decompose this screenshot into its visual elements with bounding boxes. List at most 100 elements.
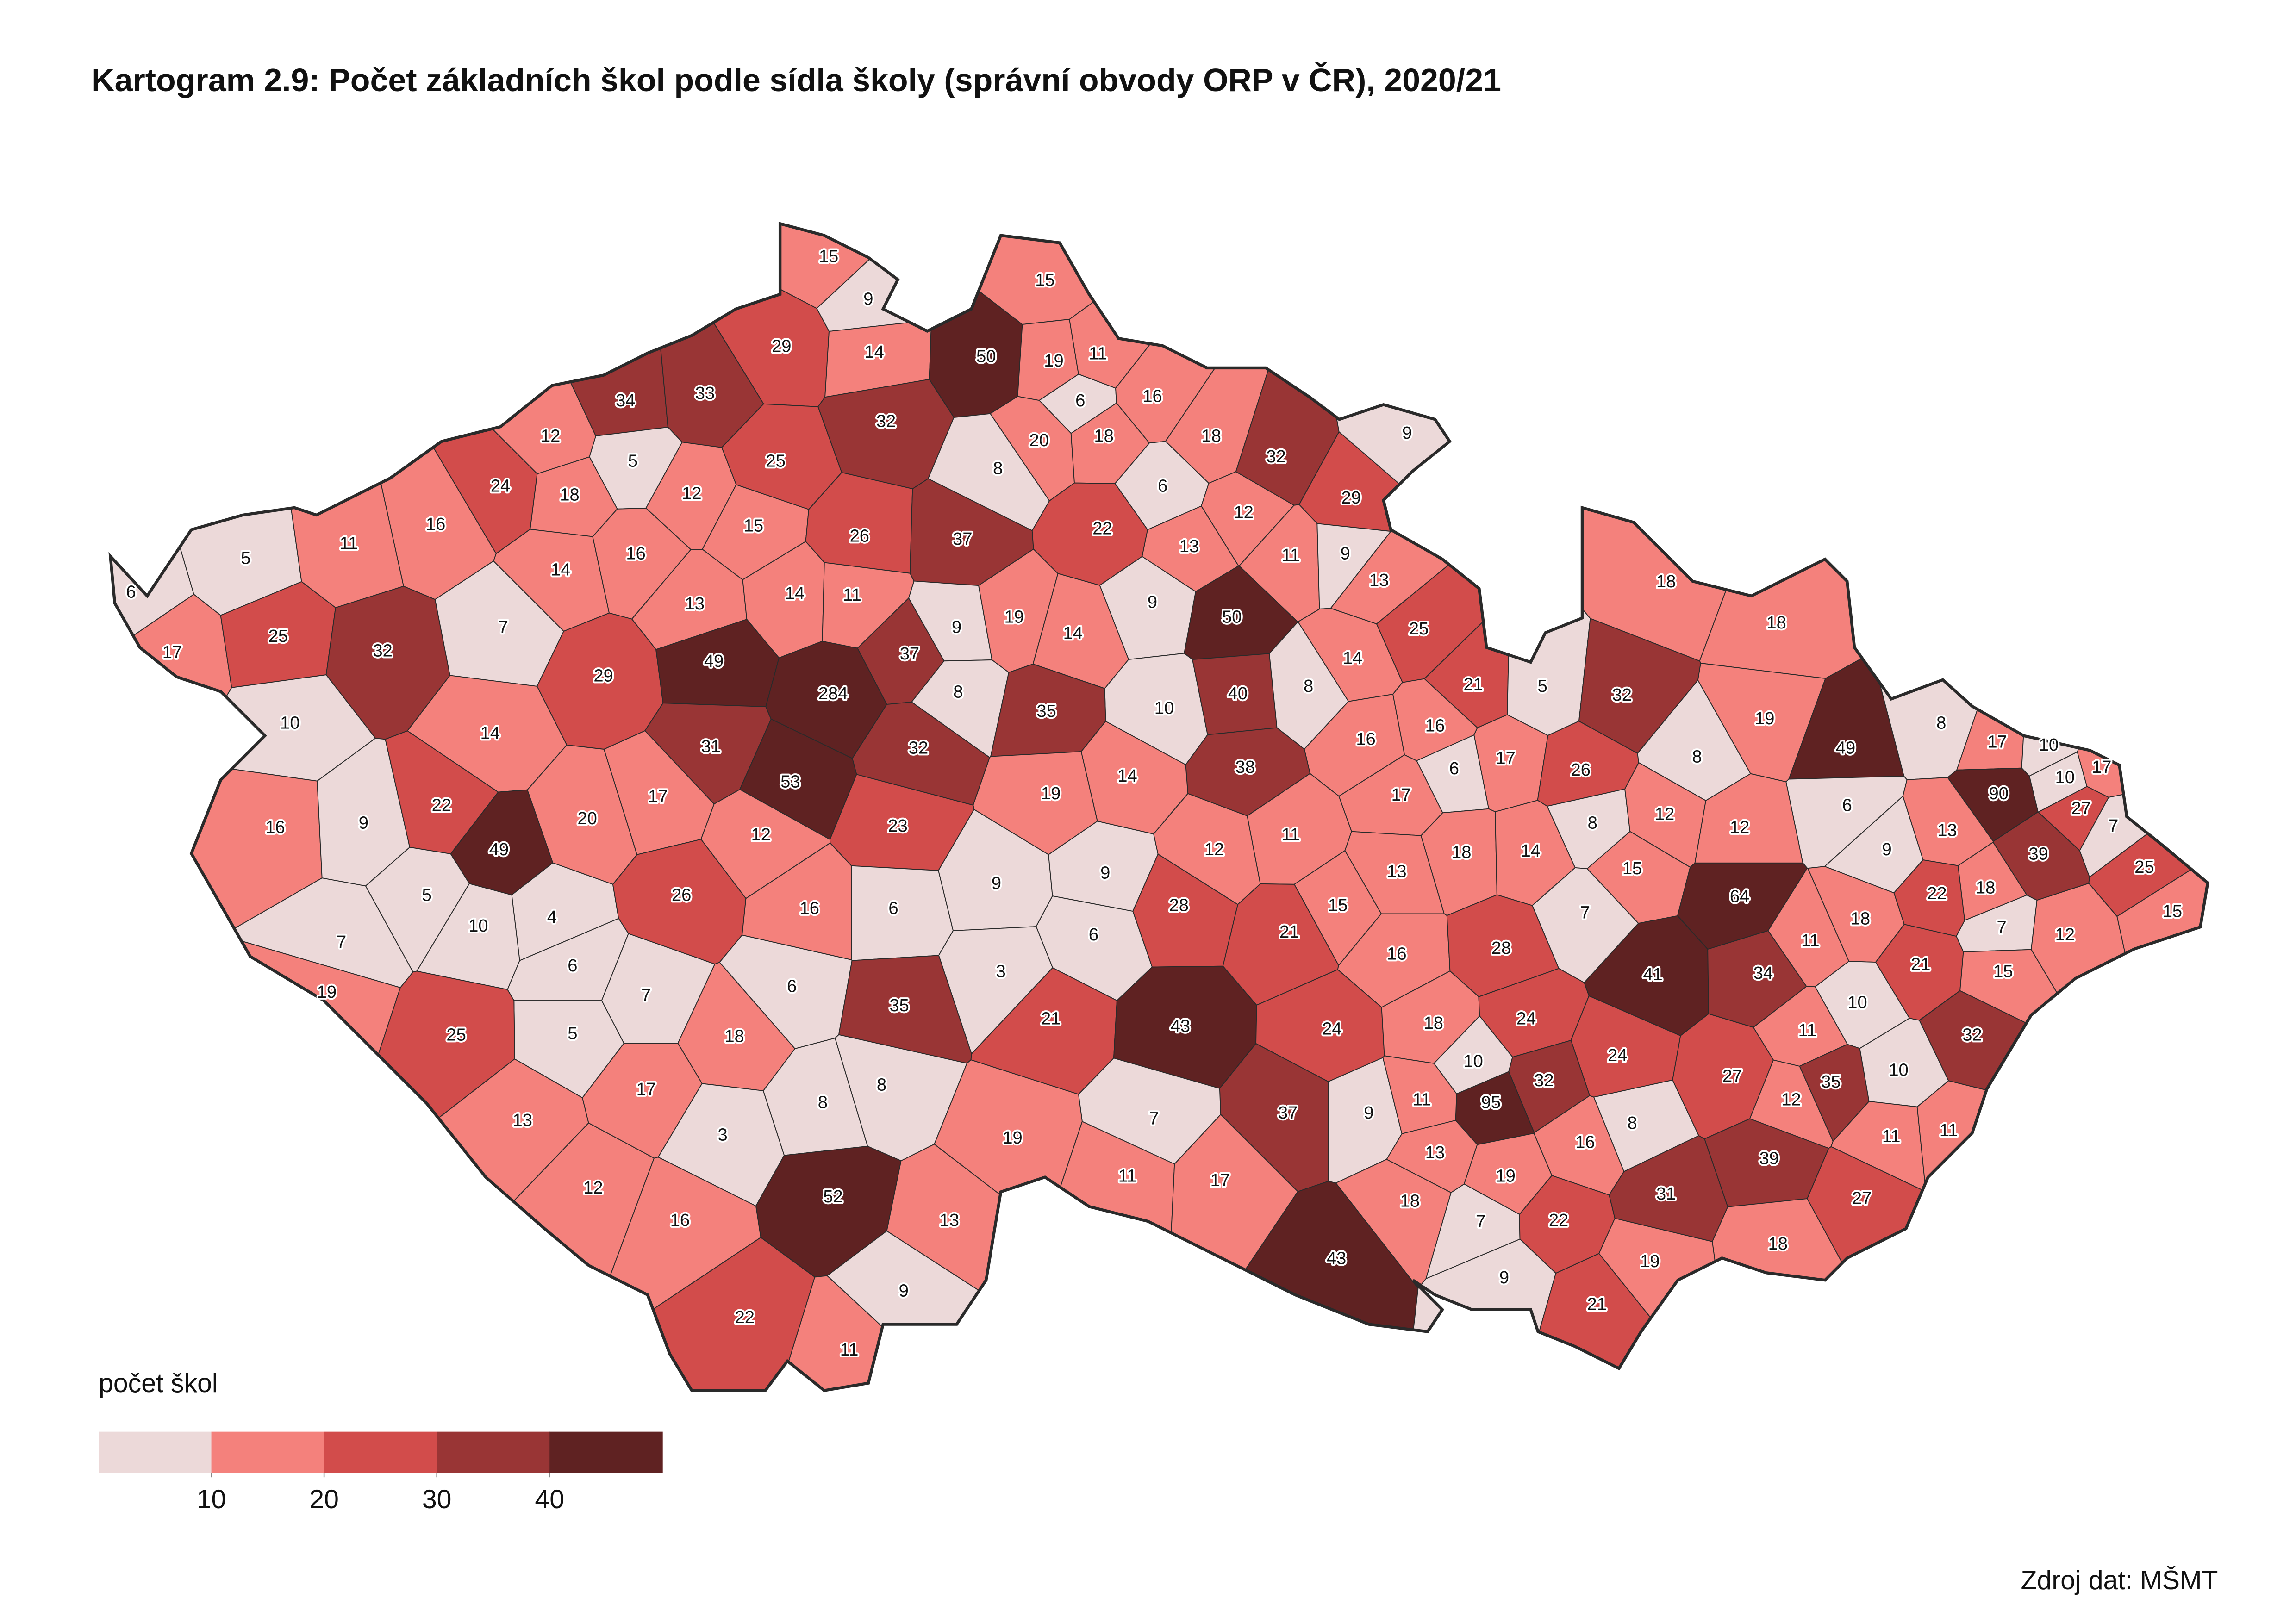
region-label: 8 <box>1936 713 1946 733</box>
region-label: 26 <box>672 885 691 905</box>
region-label: 17 <box>1391 785 1411 805</box>
region-label: 19 <box>1003 1128 1022 1148</box>
legend-swatch <box>211 1431 325 1473</box>
region-label: 7 <box>2109 816 2118 836</box>
region-label: 32 <box>1612 685 1632 705</box>
region-label: 21 <box>1911 954 1930 974</box>
region-label: 50 <box>1222 607 1242 627</box>
region-label: 15 <box>819 247 838 267</box>
region-label: 17 <box>1496 748 1515 768</box>
region-label: 49 <box>704 651 724 671</box>
region-label: 12 <box>1730 817 1749 837</box>
region-label: 10 <box>280 713 299 733</box>
region-label: 16 <box>1356 729 1375 749</box>
region-label: 18 <box>724 1026 744 1046</box>
region-label: 41 <box>1643 964 1662 984</box>
region-label: 31 <box>1656 1184 1676 1204</box>
region-label: 8 <box>953 682 963 702</box>
region-label: 34 <box>616 391 635 410</box>
region-label: 14 <box>785 584 805 603</box>
legend-swatch <box>437 1431 550 1473</box>
region-label: 9 <box>1364 1103 1373 1123</box>
region-label: 31 <box>701 736 720 756</box>
region-label: 15 <box>1993 962 2013 982</box>
region <box>110 935 401 1391</box>
region-label: 18 <box>1094 426 1113 446</box>
region-label: 15 <box>1035 270 1054 290</box>
region-label: 12 <box>583 1178 603 1198</box>
region-label: 39 <box>1759 1149 1779 1169</box>
region-label: 6 <box>1449 759 1459 778</box>
region-label: 14 <box>480 723 500 743</box>
region-label: 13 <box>940 1210 959 1230</box>
region-label: 11 <box>843 585 861 605</box>
region-label: 9 <box>992 873 1001 893</box>
region-label: 64 <box>1730 887 1749 907</box>
region-label: 11 <box>340 534 358 553</box>
region-label: 18 <box>1656 572 1676 591</box>
region-label: 27 <box>1722 1066 1742 1086</box>
region-label: 22 <box>1092 519 1112 539</box>
legend-tick-label: 20 <box>309 1485 339 1514</box>
region-label: 11 <box>1282 825 1300 845</box>
region <box>1507 548 1591 736</box>
region-label: 32 <box>1534 1070 1554 1090</box>
region-label: 17 <box>636 1079 656 1099</box>
legend-swatch <box>324 1431 437 1473</box>
region-label: 8 <box>1627 1113 1637 1133</box>
region-label: 10 <box>2039 735 2059 755</box>
region-label: 15 <box>1328 895 1348 915</box>
region-label: 14 <box>1063 623 1083 643</box>
region-label: 16 <box>626 544 645 564</box>
region-label: 4 <box>547 907 557 927</box>
region-label: 16 <box>799 898 819 918</box>
region-label: 14 <box>551 560 570 580</box>
region-label: 13 <box>1937 821 1957 840</box>
region-label: 28 <box>1169 895 1189 915</box>
region-label: 17 <box>1210 1170 1230 1190</box>
region-label: 12 <box>1204 839 1224 859</box>
region-label: 10 <box>1889 1060 1908 1080</box>
region-label: 8 <box>1692 747 1702 767</box>
region-label: 9 <box>899 1281 909 1301</box>
region-label: 12 <box>751 825 771 845</box>
region <box>851 865 954 961</box>
region-label: 13 <box>685 594 704 614</box>
region-label: 27 <box>2071 798 2091 818</box>
region-label: 11 <box>840 1340 859 1360</box>
region-label: 16 <box>426 514 445 534</box>
region-label: 18 <box>1851 908 1870 928</box>
region-label: 24 <box>1516 1008 1536 1028</box>
region-label: 20 <box>577 808 597 828</box>
region-label: 11 <box>1089 343 1107 363</box>
region-label: 12 <box>541 426 560 446</box>
region-label: 20 <box>1029 430 1048 450</box>
region-label: 6 <box>1089 925 1098 945</box>
region-label: 6 <box>1158 476 1167 496</box>
region-label: 37 <box>900 644 919 664</box>
region-label: 12 <box>1234 503 1253 522</box>
region-label: 13 <box>1387 862 1406 882</box>
region-label: 7 <box>641 985 651 1005</box>
region-label: 24 <box>1322 1019 1341 1039</box>
region-label: 18 <box>1452 842 1471 862</box>
region-label: 25 <box>268 626 288 646</box>
region-label: 12 <box>2055 925 2075 945</box>
region-label: 15 <box>2163 901 2182 921</box>
region-label: 6 <box>787 976 797 996</box>
region-label: 38 <box>1235 757 1255 777</box>
region-label: 23 <box>888 816 907 836</box>
region-label: 7 <box>337 932 346 952</box>
region-label: 32 <box>876 411 896 431</box>
region-label: 10 <box>1847 993 1867 1013</box>
region-label: 19 <box>1041 784 1061 803</box>
region <box>1507 1253 1744 1391</box>
region-label: 10 <box>2055 767 2075 787</box>
region-label: 19 <box>317 982 337 1002</box>
region-label: 29 <box>772 336 791 356</box>
region-label: 18 <box>1400 1191 1420 1211</box>
region-label: 33 <box>695 383 715 403</box>
region-label: 8 <box>993 458 1003 478</box>
